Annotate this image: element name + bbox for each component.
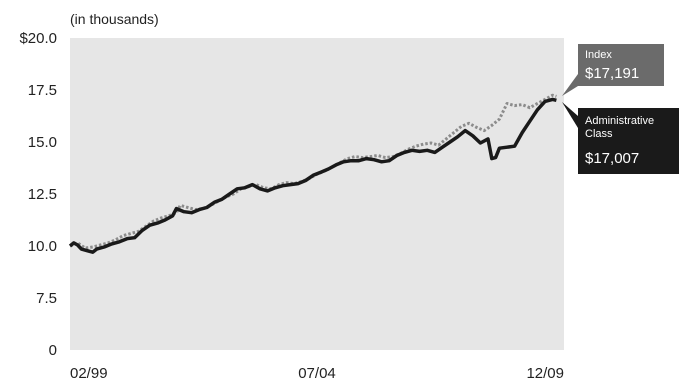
callout-admin-pointer xyxy=(562,102,578,128)
units-note: (in thousands) xyxy=(70,11,159,27)
y-tick-label: 12.5 xyxy=(28,186,57,203)
y-tick-label: 0 xyxy=(49,342,57,359)
x-tick-label: 12/09 xyxy=(526,365,564,382)
y-tick-label: 7.5 xyxy=(36,290,57,307)
y-tick-label: $20.0 xyxy=(19,30,57,47)
series-layer xyxy=(68,93,557,254)
callout-index-box xyxy=(578,44,664,86)
plot-area xyxy=(70,38,564,350)
y-axis-ticks: $20.0 17.5 15.0 12.5 10.0 7.5 0 xyxy=(19,30,57,359)
y-tick-label: 17.5 xyxy=(28,82,57,99)
callout-admin-value: $17,007 xyxy=(585,150,639,167)
callout-index-value: $17,191 xyxy=(585,65,639,82)
callout-index: Index $17,191 xyxy=(562,44,664,96)
y-tick-label: 15.0 xyxy=(28,134,57,151)
axis-break-notch xyxy=(564,320,572,332)
callout-index-label: Index xyxy=(585,49,612,61)
callout-admin-label-line2: Class xyxy=(585,128,613,140)
callout-admin-label-line1: Administrative xyxy=(585,115,654,127)
x-axis-ticks: 02/99 07/04 12/09 xyxy=(70,365,564,382)
callout-index-pointer xyxy=(562,74,578,96)
series-line-administrative-class xyxy=(68,97,557,254)
callout-admin: Administrative Class $17,007 xyxy=(562,102,679,174)
x-tick-label: 02/99 xyxy=(70,365,108,382)
y-tick-label: 10.0 xyxy=(28,238,57,255)
x-tick-label: 07/04 xyxy=(298,365,336,382)
callout-admin-box xyxy=(578,108,679,174)
